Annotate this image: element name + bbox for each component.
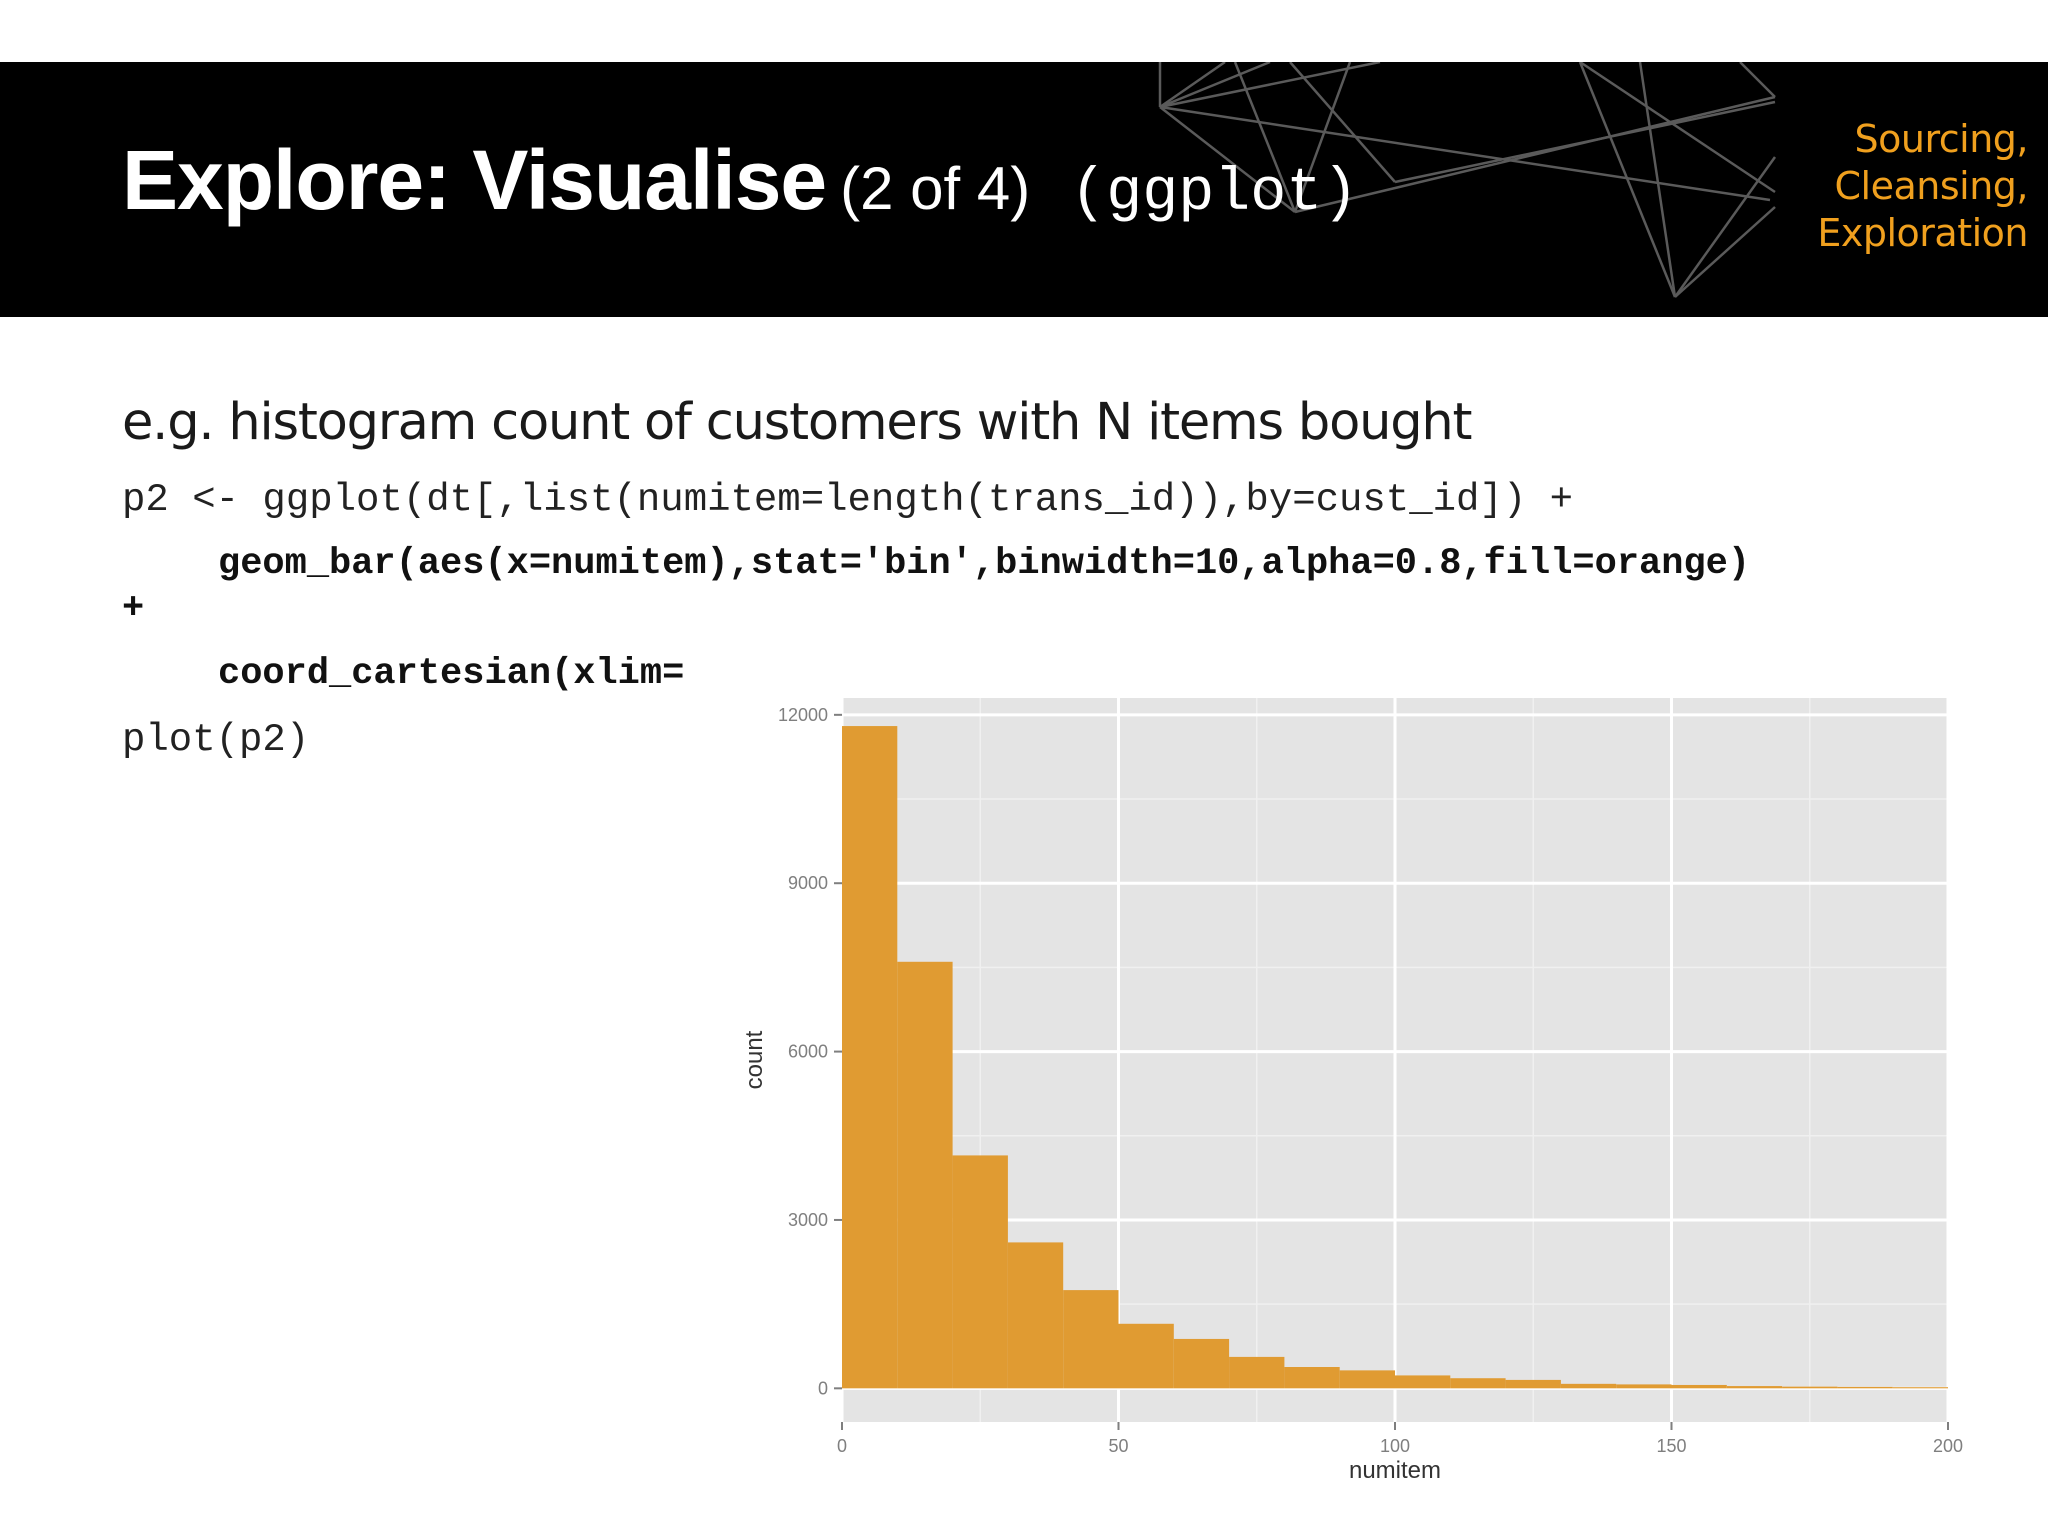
x-tick-label: 0 — [837, 1436, 847, 1456]
section-tag: Sourcing, Cleansing, Exploration — [1817, 116, 2028, 257]
y-tick-label: 3000 — [788, 1210, 828, 1230]
histogram-bar — [1229, 1356, 1285, 1389]
y-tick-label: 9000 — [788, 873, 828, 893]
y-tick-label: 6000 — [788, 1042, 828, 1062]
histogram-svg: 0 3000 6000 9000 12000 0 50 100 150 200 numitem cou… — [741, 698, 1963, 1484]
code-line-2: geom_bar(aes(x=numitem),stat='bin',binwi… — [218, 543, 1751, 585]
histogram-bar — [1726, 1386, 1783, 1389]
histogram-bar — [1063, 1290, 1119, 1389]
y-tick-label: 12000 — [778, 705, 828, 725]
code-line-3: + — [122, 588, 145, 630]
x-tick-label: 100 — [1380, 1436, 1410, 1456]
histogram-chart: 0 3000 6000 9000 12000 0 50 100 150 200 numitem cou… — [720, 680, 2048, 1500]
slide-description: e.g. histogram count of customers with N… — [122, 393, 1473, 452]
histogram-bar — [1782, 1386, 1838, 1389]
histogram-bar — [1339, 1370, 1395, 1389]
section-tag-line: Sourcing, — [1854, 117, 2029, 161]
histogram-bar — [897, 961, 953, 1389]
code-line-5: plot(p2) — [122, 718, 310, 762]
histogram-bar — [1173, 1338, 1230, 1389]
x-tick-label: 50 — [1108, 1436, 1128, 1456]
histogram-bar — [1616, 1384, 1672, 1389]
section-tag-line: Exploration — [1817, 211, 2028, 255]
code-line-4: coord_cartesian(xlim= — [218, 653, 685, 695]
histogram-bar — [1007, 1242, 1064, 1389]
histogram-bar — [1505, 1379, 1561, 1389]
slide-title-part: (2 of 4) — [840, 155, 1031, 222]
histogram-bar — [1671, 1384, 1727, 1389]
section-tag-line: Cleansing, — [1834, 164, 2029, 208]
x-tick-label: 200 — [1933, 1436, 1963, 1456]
histogram-bar — [1395, 1375, 1451, 1389]
network-lines-decoration — [1158, 62, 1777, 298]
histogram-bar — [952, 1155, 1008, 1389]
histogram-bar — [1118, 1323, 1174, 1389]
histogram-bar — [1892, 1387, 1948, 1389]
histogram-bar — [842, 726, 898, 1389]
y-axis-title: count — [741, 1030, 768, 1089]
x-tick-label: 150 — [1656, 1436, 1686, 1456]
slide-title-code: (ggplot) — [1070, 160, 1359, 228]
histogram-bar — [1837, 1386, 1893, 1389]
slide-header: Sourcing, Cleansing, Exploration — [0, 62, 2048, 317]
histogram-bar — [1284, 1366, 1340, 1389]
slide-title: Explore: Visualise (2 of 4) (ggplot) — [122, 138, 1358, 224]
histogram-bar — [1560, 1383, 1617, 1389]
y-tick-label: 0 — [818, 1378, 828, 1398]
x-axis-title: numitem — [1349, 1457, 1441, 1484]
code-line-1: p2 <- ggplot(dt[,list(numitem=length(tra… — [122, 478, 1574, 522]
slide-title-main: Explore: Visualise — [122, 133, 827, 227]
histogram-bar — [1450, 1378, 1506, 1389]
